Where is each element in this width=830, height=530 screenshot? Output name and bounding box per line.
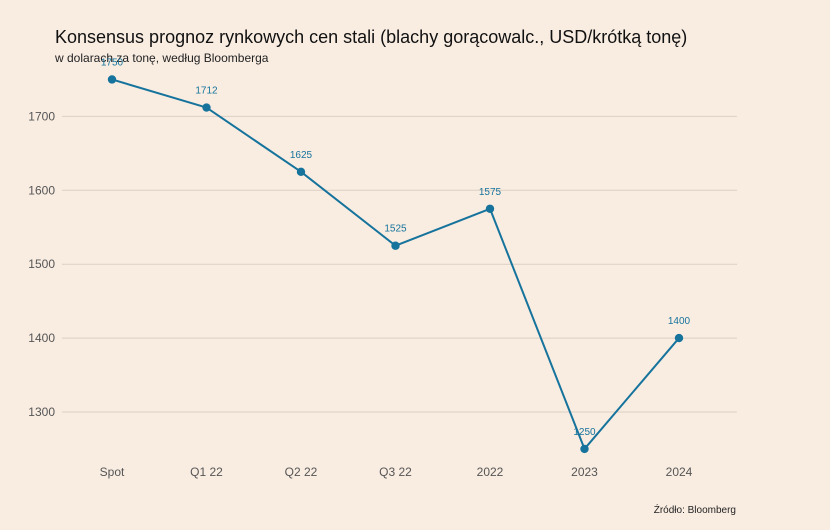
y-tick-label: 1700	[28, 109, 55, 123]
y-tick-label: 1300	[28, 405, 55, 419]
x-tick-label: Q3 22	[379, 465, 412, 479]
data-labels: 1750 1712 1625 1525 1575 1250 1400	[101, 57, 691, 437]
x-tick-label: Spot	[100, 465, 125, 479]
x-axis-ticks: Spot Q1 22 Q2 22 Q3 22 2022 2023 2024	[100, 465, 693, 479]
gridlines	[62, 115, 737, 413]
data-label: 1250	[573, 427, 596, 438]
data-point	[202, 103, 211, 112]
y-axis-ticks: 1300 1400 1500 1600 1700	[28, 109, 55, 419]
chart-title: Konsensus prognoz rynkowych cen stali (b…	[55, 27, 688, 47]
data-label: 1625	[290, 150, 313, 161]
y-tick-label: 1500	[28, 257, 55, 271]
data-label: 1400	[668, 316, 691, 327]
y-tick-label: 1600	[28, 183, 55, 197]
data-label: 1575	[479, 187, 502, 198]
x-tick-label: 2022	[477, 465, 504, 479]
chart-subtitle: w dolarach za tonę, według Bloomberga	[55, 51, 269, 65]
data-point	[296, 167, 306, 177]
data-point	[391, 241, 400, 250]
data-label: 1750	[101, 57, 124, 68]
y-tick-label: 1400	[28, 331, 55, 345]
source-note: Źródło: Bloomberg	[653, 505, 736, 516]
data-point	[674, 333, 684, 343]
data-point	[580, 444, 589, 454]
x-tick-label: 2024	[666, 465, 693, 479]
data-label: 1712	[195, 86, 218, 97]
x-tick-label: 2023	[571, 465, 598, 479]
x-tick-label: Q2 22	[285, 465, 318, 479]
series	[107, 75, 684, 454]
x-tick-label: Q1 22	[190, 465, 223, 479]
data-point	[485, 204, 495, 213]
data-point	[107, 75, 117, 84]
data-label: 1525	[384, 224, 407, 235]
